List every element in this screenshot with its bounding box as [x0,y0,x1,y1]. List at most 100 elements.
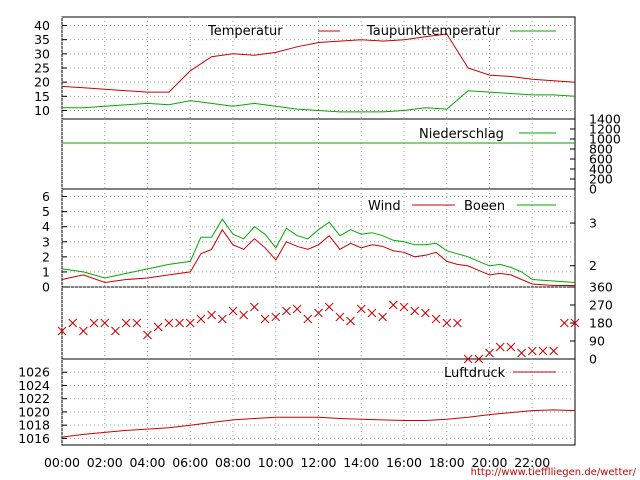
legend-label-luftdruck: Luftdruck [444,366,506,381]
y-tick-label: 1018 [18,418,50,433]
wind-direction-point [175,318,184,328]
wind-direction-point [314,308,323,318]
wind-direction-point [538,346,548,356]
wind-direction-point [388,300,398,310]
wind-direction-point [399,302,409,312]
y-tick-label: 1 [42,264,50,279]
wind-direction-point [143,330,152,340]
wind-direction-point [324,302,334,312]
wind-direction-point [260,314,270,324]
footer-url[interactable]: http://www.tiefflliegen.de/wetter/ [471,467,637,478]
y-right-tick-label: 0 [589,182,597,197]
legend-label-niederschlag: Niederschlag [419,127,504,142]
wind-direction-point [57,326,67,336]
wind-direction-point [517,348,526,358]
x-tick-label: 18:00 [429,455,465,470]
legend-temperature: Temperatur Taupunkttemperatur [207,24,556,39]
legend-pressure: Luftdruck [444,366,556,381]
y-tick-label: 1024 [18,378,50,393]
wind-direction-point [485,348,494,358]
y-right-tick-label: 360 [589,280,613,295]
legend-label-taupunkttemperatur: Taupunkttemperatur [366,24,501,39]
y-right-tick-label: 180 [589,316,613,331]
legend-precipitation: Niederschlag [419,127,556,142]
wind-direction-point [292,304,302,314]
x-tick-label: 02:00 [87,455,123,470]
y-tick-label: 10 [34,103,50,118]
wind-direction-point [89,318,99,328]
wind-direction-point [132,318,142,328]
y-tick-label: 0 [42,280,50,295]
y-tick-label: 5 [42,204,50,219]
y-tick-label: 6 [42,189,50,204]
wind-direction-point [442,318,452,328]
wind-direction-point [282,306,291,316]
wind-direction-point [196,314,206,324]
wind-direction-point [207,310,216,320]
y-right-tick-label: 3 [589,216,597,231]
y-right-tick-label: 200 [589,172,613,187]
wind-direction-point [228,306,238,316]
y-tick-label: 30 [34,46,50,61]
y-right-tick-label: 2 [589,258,597,273]
wind-direction-point [271,312,281,322]
wind-direction-point [153,322,163,332]
wind-direction-point [303,314,313,324]
x-tick-label: 04:00 [129,455,165,470]
series-layer [57,33,580,438]
x-tick-label: 10:00 [258,455,294,470]
y-tick-label: 20 [34,75,50,90]
wind-direction-point [570,318,580,328]
wind-direction-point [474,354,484,364]
legend-label-wind: Wind [368,199,401,214]
y-tick-label: 2 [42,249,50,264]
y-right-tick-label: 400 [589,162,613,177]
y-tick-label: 40 [34,18,50,33]
x-tick-label: 22:00 [514,455,550,470]
wind-direction-point [431,314,441,324]
wind-direction-point [79,326,88,336]
wind-direction-point [559,318,569,328]
wind-direction-point [346,316,355,326]
y-right-tick-label: 0 [589,352,597,367]
x-tick-label: 12:00 [300,455,336,470]
y-tick-label: 3 [42,234,50,249]
legend-wind: Wind Boeen [368,199,556,214]
wind-direction-point [453,318,462,328]
wind-direction-point [549,346,558,356]
x-tick-label: 00:00 [44,455,80,470]
wind-direction-point [356,304,366,314]
y-right-tick-label: 1000 [589,132,621,147]
series-line-temperatur [61,33,576,93]
wind-direction-point [495,342,505,352]
x-tick-label: 16:00 [386,455,422,470]
wind-direction-point [111,326,120,336]
wind-direction-point [421,308,430,318]
wind-direction-point [527,346,537,356]
y-right-tick-label: 1400 [589,112,621,127]
wind-direction-point [121,318,131,328]
wind-direction-point [378,312,387,322]
y-right-tick-label: 270 [589,298,613,313]
x-tick-label: 20:00 [471,455,507,470]
y-tick-label: 1016 [18,431,50,446]
series-line-taupunkttemperatur [62,90,576,113]
legend-label-temperatur: Temperatur [207,24,283,39]
wind-direction-point [164,318,174,328]
wind-direction-point [367,308,377,318]
wind-direction-point [217,314,227,324]
wind-direction-point [68,318,78,328]
y-tick-label: 4 [42,219,50,234]
y-tick-label: 35 [34,32,50,47]
x-tick-label: 06:00 [172,455,208,470]
y-tick-label: 1026 [18,365,50,380]
legend-label-boeen: Boeen [464,199,505,214]
y-right-tick-label: 1200 [589,122,621,137]
wind-direction-point [506,342,516,352]
y-tick-label: 15 [34,89,50,104]
y-right-tick-label: 600 [589,152,613,167]
wind-direction-point [100,318,110,328]
axis-ticks: 00:00 02:00 04:00 06:00 08:00 10:00 12:00 14:00… [18,18,621,470]
y-tick-label: 1020 [18,404,50,419]
